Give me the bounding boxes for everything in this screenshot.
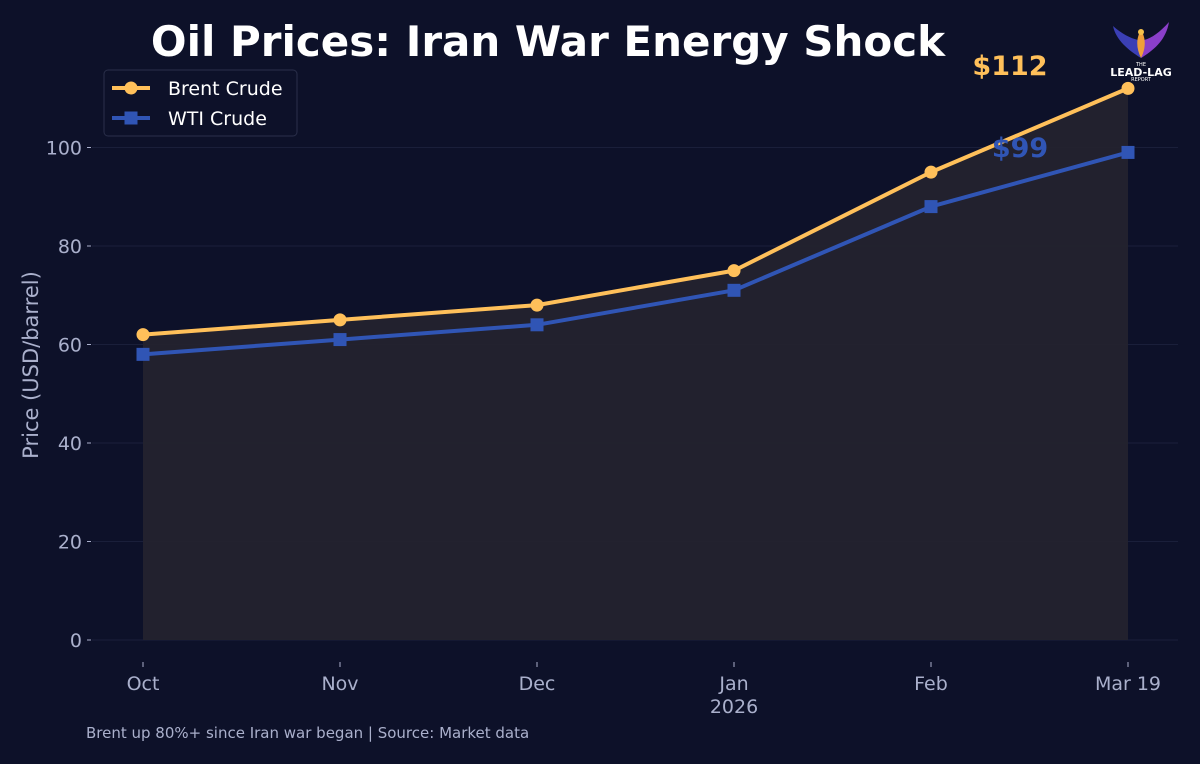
x-tick-label: Mar 19 <box>1095 673 1161 695</box>
annotation-wti: $99 <box>992 133 1048 164</box>
data-point-brent <box>136 328 150 342</box>
footer-note: Brent up 80%+ since Iran war began | Sou… <box>86 724 529 742</box>
y-tick-label: 20 <box>58 532 82 554</box>
data-point-brent <box>333 313 347 327</box>
data-point-wti <box>1121 145 1135 159</box>
y-tick-label: 0 <box>70 630 82 652</box>
series-line-wti <box>142 150 1129 357</box>
svg-text:THE: THE <box>1135 62 1146 68</box>
x-tick-label: Oct <box>127 673 160 695</box>
y-tick-label: 80 <box>58 236 82 258</box>
data-point-brent <box>727 264 741 278</box>
x-tick-sublabel: 2026 <box>710 696 758 718</box>
data-point-wti <box>333 333 347 347</box>
legend-marker-circle <box>124 81 138 95</box>
annotation-brent: $112 <box>972 51 1047 82</box>
data-point-brent <box>924 165 938 179</box>
x-tick-label: Nov <box>321 673 358 695</box>
svg-text:LEAD-LAG: LEAD-LAG <box>1110 66 1172 79</box>
y-axis-label: Price (USD/barrel) <box>19 271 43 459</box>
x-tick-label: Jan <box>718 673 748 695</box>
legend-box <box>103 69 298 137</box>
x-tick-label: Feb <box>914 673 948 695</box>
y-tick-label: 40 <box>58 433 82 455</box>
y-tick-label: 60 <box>58 335 82 357</box>
data-point-wti <box>530 318 544 332</box>
data-point-brent <box>530 298 544 312</box>
legend-label: Brent Crude <box>168 78 283 100</box>
area-fill <box>143 88 1128 640</box>
legend-label: WTI Crude <box>168 108 267 130</box>
x-tick-label: Dec <box>519 673 556 695</box>
y-tick-label: 100 <box>46 138 82 160</box>
chart-title: Oil Prices: Iran War Energy Shock <box>151 17 946 66</box>
series-line-brent <box>142 86 1129 337</box>
data-point-wti <box>136 347 150 361</box>
data-point-wti <box>924 200 938 214</box>
legend-marker-square <box>124 111 138 125</box>
data-point-wti <box>727 283 741 297</box>
data-point-brent <box>1121 81 1135 95</box>
svg-text:REPORT: REPORT <box>1131 77 1152 83</box>
